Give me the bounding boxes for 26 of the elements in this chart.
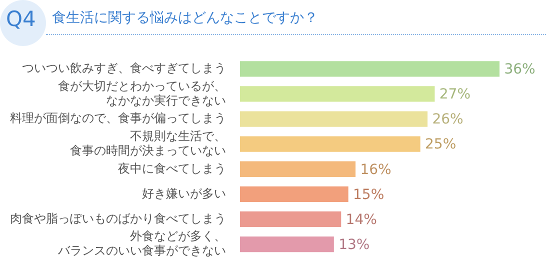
bar xyxy=(240,111,428,127)
y-tick-label: 外食などが多く、バランスのいい食事ができない xyxy=(57,229,226,258)
data-label: 14% xyxy=(346,212,377,228)
bar xyxy=(240,236,334,252)
data-label: 36% xyxy=(504,62,536,78)
bar xyxy=(240,161,356,177)
y-tick-label: 食が大切だとわかっているが、なかなか実行できない xyxy=(58,78,226,108)
data-label: 15% xyxy=(353,186,384,203)
bar xyxy=(240,186,348,202)
y-tick-label: ついつい飲みすぎ、食べすぎてしまう xyxy=(22,61,226,76)
data-label: 26% xyxy=(432,112,464,128)
bar xyxy=(240,211,342,228)
data-label: 13% xyxy=(338,236,370,253)
data-label: 16% xyxy=(360,162,392,178)
y-tick-label: 好き嫌いが多い xyxy=(142,186,226,200)
bar xyxy=(240,61,500,77)
y-tick-label: 料理が面倒なので、食事が偏ってしまう xyxy=(10,111,226,126)
data-label: 27% xyxy=(439,86,471,103)
y-tick-label: 肉食や脂っぽいものばかり食べてしまう xyxy=(10,211,226,226)
bar xyxy=(240,136,420,152)
text: Q4 xyxy=(6,6,36,32)
data-label: 25% xyxy=(425,136,456,153)
chart-title: 食生活に関する悩みはどんなことですか？ xyxy=(52,9,318,27)
y-tick-label: 不規則な生活で、食事の時間が決まっていない xyxy=(70,129,226,158)
bar xyxy=(240,86,435,102)
y-tick-label: 夜中に食べてしまう xyxy=(118,161,226,176)
